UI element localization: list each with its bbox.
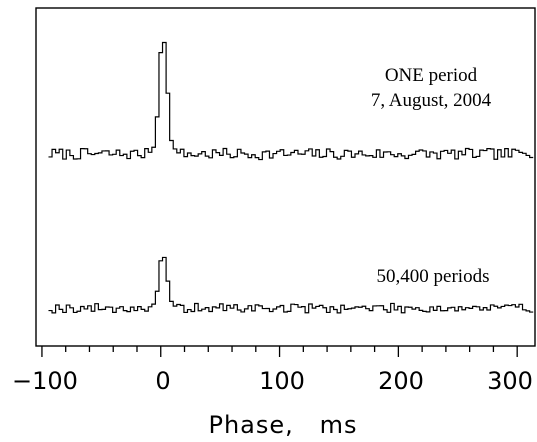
plot-frame: [35, 7, 536, 347]
x-axis-ticks: [41, 346, 518, 357]
x-tick-label-200: 200: [378, 367, 424, 395]
series-one-period-trace: [48, 41, 534, 161]
x-tick-label-0: 0: [155, 367, 170, 395]
annotation-one-period: ONE period: [385, 65, 478, 86]
x-axis-label: Phase, ms: [208, 411, 357, 439]
series-many-periods-trace: [48, 256, 534, 314]
annotation-many-periods: 50,400 periods: [377, 266, 490, 287]
x-tick-label-neg100: −100: [12, 367, 78, 395]
series-layer: [48, 41, 534, 314]
x-tick-label-100: 100: [259, 367, 305, 395]
x-tick-label-300: 300: [487, 367, 533, 395]
annotation-date: 7, August, 2004: [371, 90, 492, 111]
